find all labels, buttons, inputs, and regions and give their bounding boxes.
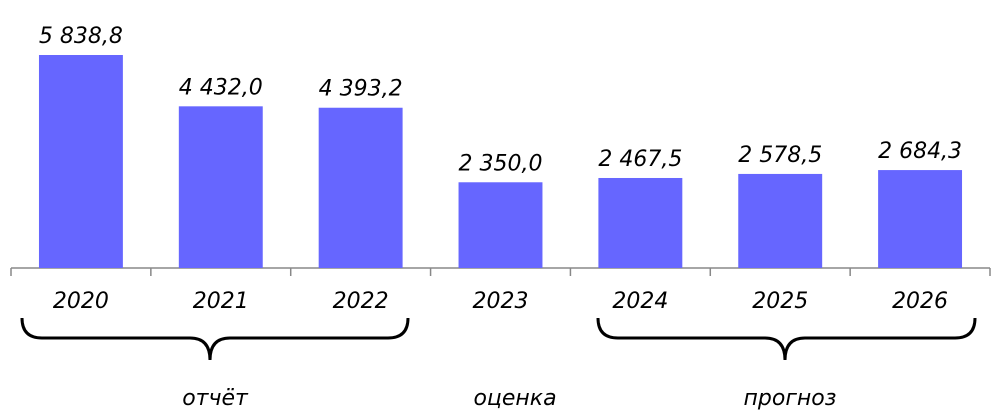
x-tick-label: 2020 (53, 289, 109, 314)
x-tick-label: 2023 (473, 289, 529, 314)
bar (318, 107, 403, 269)
annotation: отчёт (182, 386, 249, 410)
value-label: 5 838,8 (39, 24, 123, 49)
x-tick-label: 2022 (333, 289, 389, 314)
value-label: 2 350,0 (459, 151, 543, 176)
brace (596, 317, 977, 361)
value-label: 2 684,3 (878, 139, 962, 164)
x-tick-label: 2026 (892, 289, 948, 314)
bar (738, 173, 823, 268)
x-tick-label: 2021 (193, 289, 249, 314)
bar (38, 55, 123, 268)
bar (598, 177, 683, 268)
x-tick-label: 2025 (752, 289, 808, 314)
annotation: прогноз (744, 386, 837, 410)
brace (20, 317, 410, 361)
value-label: 2 578,5 (738, 143, 822, 168)
value-label: 4 432,0 (179, 75, 263, 100)
value-label: 2 467,5 (598, 147, 682, 172)
value-label: 4 393,2 (319, 77, 403, 102)
annotation: оценка (473, 386, 556, 410)
bar (458, 182, 543, 268)
x-tick-label: 2024 (612, 289, 668, 314)
bar (878, 170, 963, 268)
bar (178, 106, 263, 268)
